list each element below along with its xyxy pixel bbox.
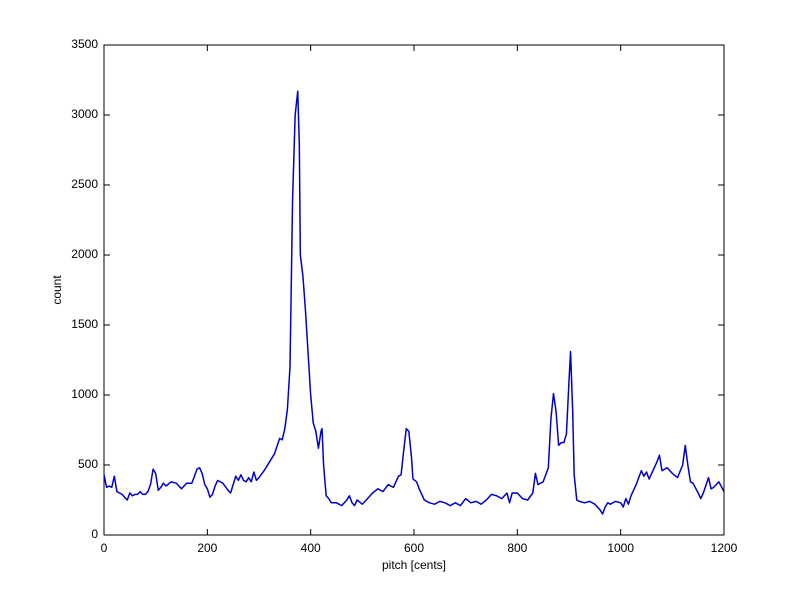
data-line (103, 90, 725, 515)
x-tick-label: 200 (197, 541, 217, 555)
y-tick-label: 2500 (71, 177, 98, 191)
y-axis-label: count (50, 275, 64, 305)
x-axis-label: pitch [cents] (382, 558, 446, 572)
y-tick-label: 500 (78, 457, 98, 471)
x-tick-label: 400 (301, 541, 321, 555)
y-tick-label: 1500 (71, 317, 98, 331)
x-tick-label: 1200 (711, 541, 738, 555)
y-tick-label: 1000 (71, 387, 98, 401)
x-tick-label: 600 (404, 541, 424, 555)
y-tick-label: 0 (91, 527, 98, 541)
y-tick-label: 2000 (71, 247, 98, 261)
x-tick-label: 1000 (607, 541, 634, 555)
y-tick-label: 3500 (71, 37, 98, 51)
y-tick-label: 3000 (71, 107, 98, 121)
x-tick-label: 800 (507, 541, 527, 555)
x-tick-label: 0 (101, 541, 108, 555)
